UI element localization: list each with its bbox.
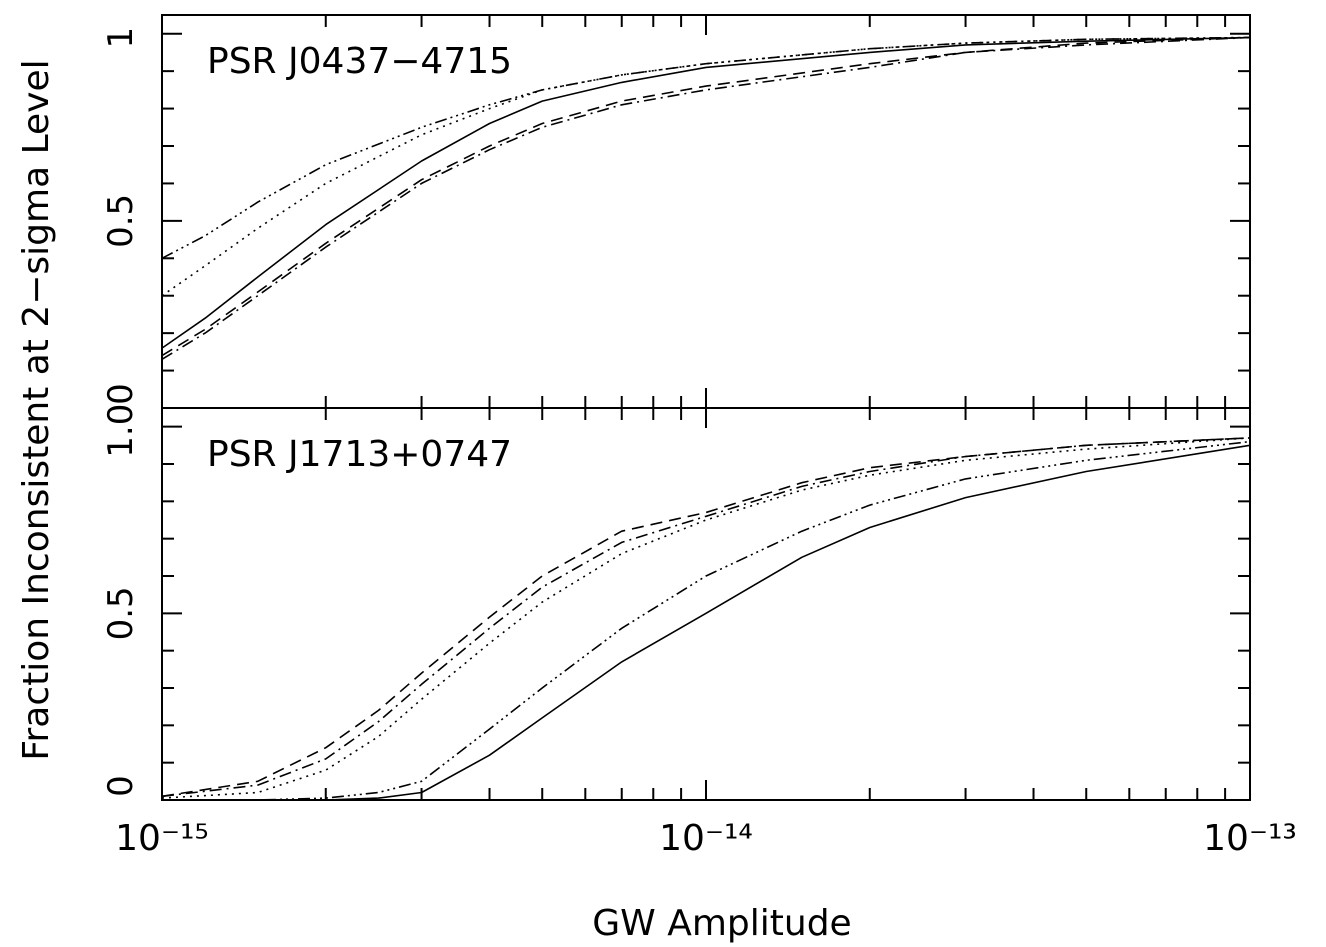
x-tick-label: 10⁻¹⁵: [115, 818, 209, 859]
panel-1: 0 0.5 1 PSR J0437−4715: [101, 14, 1251, 409]
series-line-1: [161, 36, 1251, 349]
series-line-5: [162, 440, 1251, 801]
series-line-2: [161, 437, 1251, 799]
y-axis-label: Fraction Inconsistent at 2−sigma Level: [16, 59, 57, 760]
y-tick-label: 1.0: [101, 404, 141, 458]
y-tick-label: 0.5: [101, 194, 141, 248]
panel-2: 0 0.5 1.0 10⁻¹⁵ 10⁻¹⁴ 10⁻¹³ PSR J1713+0747: [101, 404, 1297, 859]
x-tick-label: 10⁻¹⁴: [659, 818, 753, 859]
series-line-3: [161, 36, 1251, 357]
y-tick-label: 0: [101, 775, 141, 797]
series-line-5: [161, 36, 1251, 260]
y-tick-label: 1: [101, 27, 141, 49]
panel-title: PSR J0437−4715: [207, 41, 512, 82]
series-line-4: [161, 437, 1251, 798]
panel-title: PSR J1713+0747: [207, 434, 512, 475]
series-line-1: [162, 444, 1251, 801]
y-tick-label: 0: [101, 383, 141, 405]
y-tick-label: 0.5: [101, 586, 141, 640]
x-axis-label: GW Amplitude: [592, 903, 851, 944]
chart-panels: 0 0.5 1 PSR J0437−4715 0 0.5 1.0 10⁻¹⁵ 10⁻¹⁴ 10⁻¹…: [101, 14, 1297, 859]
x-tick-label: 10⁻¹³: [1203, 818, 1297, 859]
series-line-3: [161, 437, 1251, 798]
